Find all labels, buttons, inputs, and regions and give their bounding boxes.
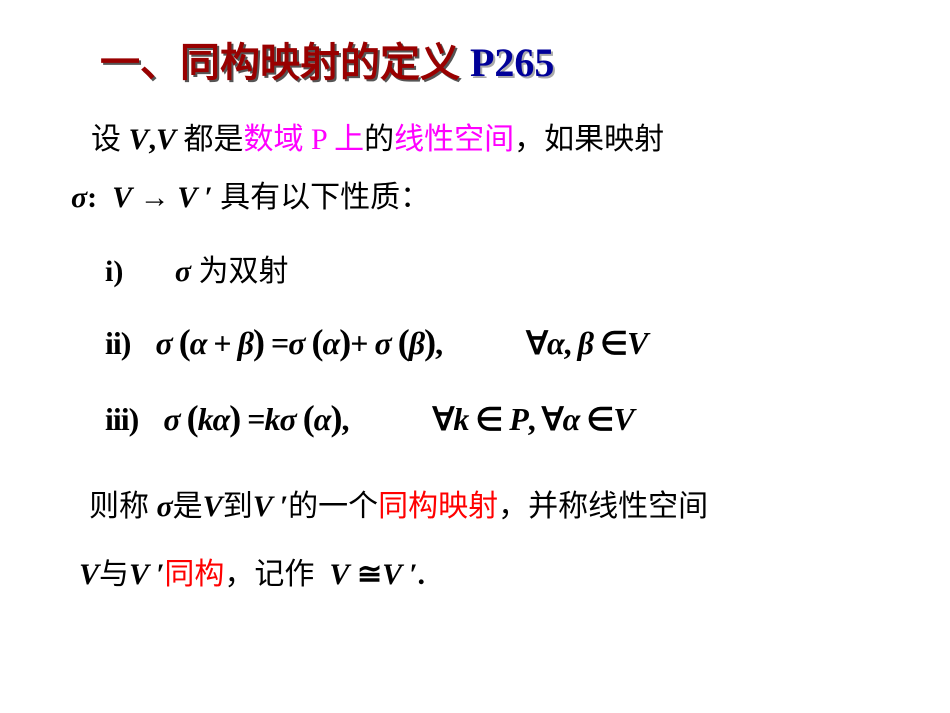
t: ，记作 — [224, 558, 314, 591]
alpha: α — [563, 401, 580, 437]
lp: ( — [398, 322, 409, 362]
label-iii: iii) — [105, 401, 138, 437]
sigma: σ — [374, 325, 390, 361]
in: ∈ — [468, 401, 509, 437]
sigma: σ — [288, 325, 304, 361]
lp: ( — [303, 398, 314, 438]
cond-iii: iii) σ (kα) =kσ (α), ∀k ∈ P, ∀α ∈V — [105, 390, 890, 448]
lp: ( — [187, 398, 198, 438]
rp: ) — [330, 398, 341, 438]
cond-ii: ii) σ (α + β) =σ (α)+ σ (β), ∀α, β ∈V — [105, 314, 890, 372]
beta: β — [238, 325, 253, 361]
rp: ) — [339, 322, 350, 362]
text-magenta: 线性空间 — [394, 123, 514, 156]
comma: , — [435, 325, 442, 361]
title-part1: 一、同构映射的定义 — [100, 40, 460, 85]
text-red: 同构映射 — [378, 490, 498, 523]
def-line-2: σ: V → V ′ 具有以下性质： — [71, 174, 890, 222]
sigma: σ — [163, 401, 179, 437]
alpha: α — [323, 325, 340, 361]
t: 是 — [173, 490, 203, 523]
sym-V: V — [79, 558, 99, 591]
t: 则称 — [89, 490, 157, 523]
k: k — [198, 401, 213, 437]
t: ，并称线性空间 — [498, 490, 708, 523]
title-part2: P265 — [460, 40, 554, 85]
sym-V: V — [627, 325, 647, 361]
t: 与 — [99, 558, 129, 591]
alpha: α — [547, 325, 564, 361]
beta: β — [578, 325, 593, 361]
beta: β — [409, 325, 424, 361]
sym-V: V — [329, 558, 349, 591]
alpha: α — [190, 325, 207, 361]
comma: , — [528, 401, 535, 437]
plus: + — [206, 325, 237, 361]
sym-Vp: V ′ — [177, 181, 212, 214]
rp: ) — [424, 322, 435, 362]
period: . — [417, 558, 425, 591]
in: ∈ — [579, 401, 613, 437]
in: ∈ — [593, 325, 627, 361]
t: 具有以下性质： — [220, 181, 430, 214]
t: 到 — [223, 490, 253, 523]
sym-V: V — [613, 401, 633, 437]
forall: ∀ — [542, 401, 563, 437]
sigma: σ — [155, 325, 171, 361]
sigma: σ — [157, 490, 173, 523]
k: k — [453, 401, 468, 437]
rp: ) — [229, 398, 240, 438]
comma: , — [564, 325, 571, 361]
sym-V: V — [112, 181, 132, 214]
comma: , — [341, 401, 348, 437]
forall: ∀ — [526, 325, 547, 361]
alpha: α — [314, 401, 331, 437]
lp: ( — [179, 322, 190, 362]
text-red: 同构 — [164, 558, 224, 591]
t: 为双射 — [199, 255, 289, 288]
cong: ≅ — [349, 558, 382, 591]
eq: = — [271, 325, 288, 361]
text-magenta: 数域 P 上 — [244, 123, 365, 156]
sym-Vp: V ′ — [382, 558, 417, 591]
lp: ( — [312, 322, 323, 362]
sym-Vp: V ′ — [253, 490, 288, 523]
P: P — [509, 401, 528, 437]
sym-V: V — [203, 490, 223, 523]
sigma: σ — [175, 255, 191, 288]
rp: ) — [253, 322, 264, 362]
comma: , — [149, 123, 157, 156]
slide-body: 一、同构映射的定义 P265 设 V,V 都是数域 P 上的线性空间，如果映射 … — [0, 0, 950, 639]
plus: + — [350, 325, 374, 361]
sym-V2: V — [156, 123, 176, 156]
t: 都是 — [184, 123, 244, 156]
t: ，如果映射 — [514, 123, 664, 156]
sigma: σ — [280, 401, 296, 437]
t: 的一个 — [288, 490, 378, 523]
conclusion-1: 则称 σ是V到V ′的一个同构映射，并称线性空间 — [89, 483, 890, 531]
colon: : — [87, 181, 97, 214]
def-line-1: 设 V,V 都是数域 P 上的线性空间，如果映射 — [91, 116, 890, 164]
conclusion-2: V与V ′同构，记作 V ≅V ′. — [79, 551, 890, 599]
label-i: i) — [105, 255, 123, 288]
slide-title: 一、同构映射的定义 P265 — [100, 30, 890, 88]
label-ii: ii) — [105, 325, 130, 361]
arrow: → — [132, 181, 177, 214]
t: 的 — [364, 123, 394, 156]
sigma: σ — [71, 181, 87, 214]
eq: = — [247, 401, 264, 437]
sym-Vp: V ′ — [129, 558, 164, 591]
k: k — [265, 401, 280, 437]
sym-V: V — [129, 123, 149, 156]
forall: ∀ — [432, 401, 453, 437]
t: 设 — [91, 123, 129, 156]
alpha: α — [213, 401, 230, 437]
cond-i: i) σ 为双射 — [105, 248, 890, 296]
